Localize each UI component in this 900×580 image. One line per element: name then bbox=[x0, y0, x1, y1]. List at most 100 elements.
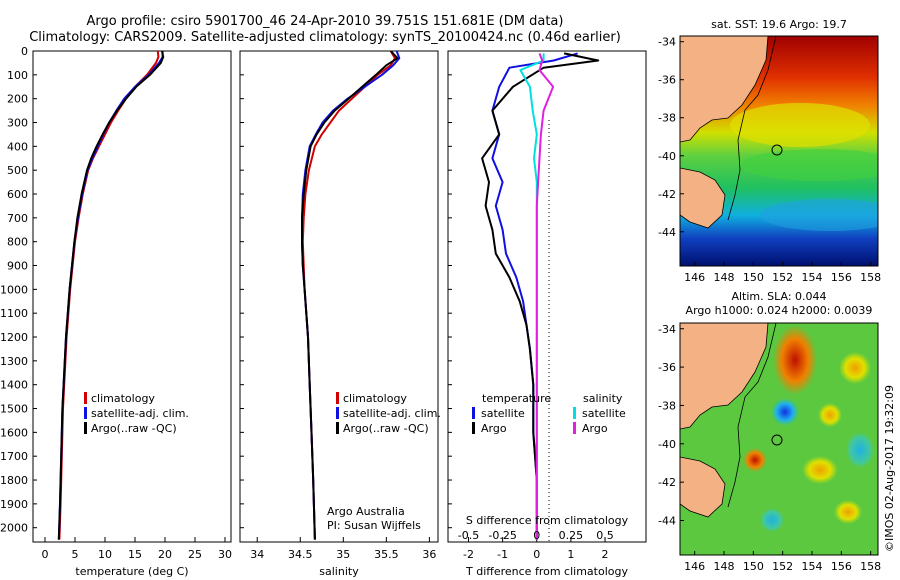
depth-tick-label: 800 bbox=[7, 236, 28, 249]
legend-label-satellite: satellite-adj. clim. bbox=[343, 407, 441, 420]
sla-map bbox=[680, 323, 878, 555]
map-x-tick-label: 158 bbox=[860, 271, 881, 284]
map-x-tick-label: 146 bbox=[684, 560, 705, 573]
map-x-tick-label: 152 bbox=[772, 271, 793, 284]
salinity-x-axis-label: salinity bbox=[319, 565, 359, 578]
x-tick-label: 0 bbox=[42, 548, 49, 561]
sla-high-eddy bbox=[773, 325, 817, 395]
map-y-tick-label: -40 bbox=[658, 438, 676, 451]
difference-x-axis: -2 -1 0 1 2 bbox=[463, 537, 609, 561]
series-line-climatology bbox=[301, 51, 396, 540]
shelf-contour bbox=[727, 323, 777, 508]
legend-swatch-sal-argo bbox=[573, 422, 576, 434]
map-y-tick-label: -44 bbox=[658, 226, 676, 239]
sla-map-frame bbox=[679, 322, 879, 556]
depth-tick-label: 1400 bbox=[0, 379, 28, 392]
s-diff-tick-label: -0.25 bbox=[488, 529, 516, 542]
depth-tick-label: 1700 bbox=[0, 450, 28, 463]
legend-swatch-temp-satellite bbox=[472, 407, 475, 419]
x-tick-label: 34.5 bbox=[288, 548, 313, 561]
map-y-tick-label: -42 bbox=[658, 476, 676, 489]
map-x-tick-label: 150 bbox=[743, 271, 764, 284]
sla-map-title-line1: Altim. SLA: 0.044 bbox=[731, 290, 826, 303]
s-diff-tick-label: 0.5 bbox=[596, 529, 614, 542]
depth-tick-label: 700 bbox=[7, 212, 28, 225]
x-tick-label: 25 bbox=[188, 548, 202, 561]
x-tick-label: 30 bbox=[218, 548, 232, 561]
temperature-panel-frame bbox=[32, 50, 232, 543]
difference-legend: temperature salinity satellite Argo sate… bbox=[472, 392, 626, 435]
australia-mainland bbox=[680, 36, 769, 143]
sla-anomaly bbox=[802, 456, 838, 484]
x-tick-label: -1 bbox=[497, 548, 508, 561]
sla-anomaly bbox=[760, 508, 784, 532]
map-x-tick-label: 152 bbox=[772, 560, 793, 573]
map-x-tick-label: 156 bbox=[831, 560, 852, 573]
legend-swatch-argo bbox=[84, 422, 87, 434]
map-y-tick-label: -44 bbox=[658, 514, 676, 527]
depth-tick-label: 2000 bbox=[0, 522, 28, 535]
x-tick-label: 35.5 bbox=[374, 548, 399, 561]
argo-float-marker bbox=[771, 434, 783, 446]
legend-label-climatology: climatology bbox=[91, 392, 155, 405]
sst-map bbox=[680, 36, 878, 266]
x-tick-label: 2 bbox=[602, 548, 609, 561]
argo-float-marker bbox=[771, 144, 783, 156]
series-line-temp_argo bbox=[481, 52, 600, 540]
series-line-argo bbox=[57, 51, 165, 540]
credit-line1: Argo Australia bbox=[327, 505, 405, 518]
legend-label-satellite: satellite-adj. clim. bbox=[91, 407, 189, 420]
depth-tick-label: 200 bbox=[7, 93, 28, 106]
legend-label-sal-argo: Argo bbox=[582, 422, 608, 435]
x-tick-label: 15 bbox=[128, 548, 142, 561]
sla-anomaly bbox=[839, 352, 871, 384]
temperature-x-axis-label: temperature (deg C) bbox=[75, 565, 188, 578]
depth-tick-label: 400 bbox=[7, 140, 28, 153]
sla-anomaly bbox=[743, 448, 767, 472]
salinity-series bbox=[301, 51, 401, 540]
legend-label-temp-argo: Argo bbox=[481, 422, 507, 435]
legend-title-temperature: temperature bbox=[482, 392, 551, 405]
sla-map-axes: 146 148 150 152 154 156 158 -34 -36 -38 -40 -42 -44 bbox=[658, 323, 881, 573]
legend-swatch-climatology bbox=[84, 392, 87, 404]
temperature-series bbox=[57, 51, 165, 540]
legend-label-argo: Argo(..raw -QC) bbox=[343, 422, 429, 435]
tasmania bbox=[680, 167, 726, 229]
temperature-x-axis: 0 5 10 15 20 25 30 bbox=[42, 537, 232, 561]
legend-swatch-satellite bbox=[336, 407, 339, 419]
credit-line2: PI: Susan Wijffels bbox=[327, 519, 421, 532]
map-x-tick-label: 156 bbox=[831, 271, 852, 284]
sla-anomaly bbox=[834, 500, 862, 524]
s-difference-axis-label: S difference from climatology bbox=[466, 514, 629, 527]
map-x-tick-label: 150 bbox=[743, 560, 764, 573]
map-y-tick-label: -38 bbox=[658, 112, 676, 125]
map-x-tick-label: 154 bbox=[802, 560, 823, 573]
map-x-tick-label: 158 bbox=[860, 560, 881, 573]
sst-map-frame bbox=[679, 35, 879, 267]
x-tick-label: 34 bbox=[250, 548, 264, 561]
shelf-contour bbox=[727, 36, 777, 221]
depth-tick-label: 300 bbox=[7, 117, 28, 130]
temperature-legend: climatology satellite-adj. clim. Argo(..… bbox=[84, 392, 189, 435]
map-x-tick-label: 154 bbox=[802, 271, 823, 284]
series-line-satellite bbox=[301, 51, 401, 540]
depth-tick-label: 1900 bbox=[0, 498, 28, 511]
map-y-tick-label: -34 bbox=[658, 323, 676, 336]
map-x-tick-label: 148 bbox=[714, 271, 735, 284]
legend-label-argo: Argo(..raw -QC) bbox=[91, 422, 177, 435]
depth-tick-label: 1100 bbox=[0, 307, 28, 320]
x-tick-label: 20 bbox=[158, 548, 172, 561]
legend-swatch-sal-satellite bbox=[573, 407, 576, 419]
legend-title-salinity: salinity bbox=[583, 392, 623, 405]
tasmania bbox=[680, 456, 726, 518]
sst-map-title: sat. SST: 19.6 Argo: 19.7 bbox=[711, 18, 847, 31]
salinity-x-axis: 34 34.5 35 35.5 36 bbox=[250, 537, 436, 561]
x-tick-label: 35 bbox=[336, 548, 350, 561]
legend-swatch-climatology bbox=[336, 392, 339, 404]
depth-tick-label: 100 bbox=[7, 69, 28, 82]
depth-tick-label: 1000 bbox=[0, 283, 28, 296]
sla-low-eddy bbox=[771, 398, 799, 426]
map-y-tick-label: -38 bbox=[658, 399, 676, 412]
legend-swatch-temp-argo bbox=[472, 422, 475, 434]
sst-map-axes: 146 148 150 152 154 156 158 -34 -36 -38 -40 -42 -44 bbox=[658, 36, 881, 284]
